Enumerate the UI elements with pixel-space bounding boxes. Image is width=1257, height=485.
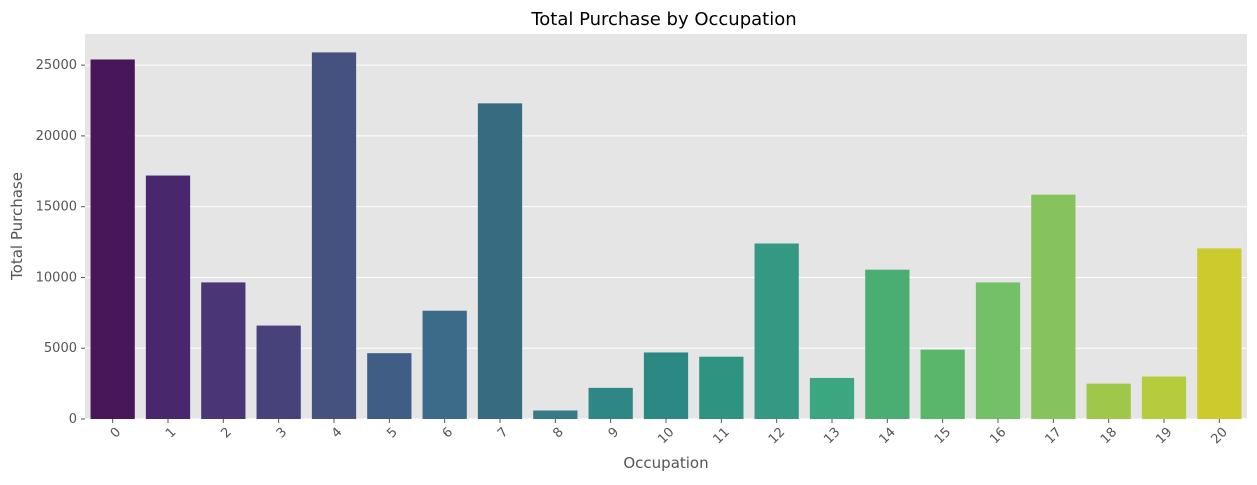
y-tick-label: 0 xyxy=(69,412,77,427)
bar-occupation-15 xyxy=(920,349,965,419)
x-tick-label: 16 xyxy=(987,425,1009,447)
bar-occupation-12 xyxy=(754,243,799,419)
x-axis: 0 1 2 3 4 5 6 7 8 9 10 11 12 13 14 15 16 17 18 19 20 xyxy=(108,419,1231,447)
bar-occupation-7 xyxy=(477,103,523,419)
y-axis: 0 5000 10000 15000 20000 25000 xyxy=(36,58,85,427)
x-tick-label: 13 xyxy=(821,425,843,447)
bar-occupation-1 xyxy=(145,175,191,419)
x-tick-label: 10 xyxy=(655,425,677,447)
x-tick-label: 0 xyxy=(108,425,124,441)
bar-occupation-19 xyxy=(1141,376,1187,419)
x-tick-label: 15 xyxy=(932,425,954,447)
bar-occupation-20 xyxy=(1197,248,1242,419)
y-tick-label: 25000 xyxy=(36,58,77,73)
y-tick-label: 15000 xyxy=(36,200,77,215)
x-axis-label: Occupation xyxy=(623,454,708,472)
bar-occupation-13 xyxy=(809,377,855,419)
bar-occupation-10 xyxy=(643,352,689,419)
x-tick-label: 7 xyxy=(495,425,511,441)
bars xyxy=(90,52,1242,420)
x-tick-label: 4 xyxy=(329,425,345,441)
bar-occupation-8 xyxy=(533,410,578,419)
x-tick-label: 9 xyxy=(606,425,622,441)
y-tick-label: 20000 xyxy=(36,129,77,144)
bar-occupation-18 xyxy=(1086,383,1131,419)
bar-occupation-9 xyxy=(588,387,633,419)
y-tick-label: 5000 xyxy=(44,341,77,356)
bar-occupation-16 xyxy=(975,282,1021,419)
x-tick-label: 19 xyxy=(1153,425,1175,447)
bar-occupation-14 xyxy=(865,269,910,419)
bar-occupation-4 xyxy=(311,52,357,420)
x-tick-label: 6 xyxy=(440,425,456,441)
x-tick-label: 3 xyxy=(274,425,290,441)
bar-occupation-2 xyxy=(201,282,246,419)
x-tick-label: 14 xyxy=(877,425,899,447)
x-tick-label: 11 xyxy=(711,425,733,447)
y-axis-label: Total Purchase xyxy=(8,172,26,281)
x-tick-label: 8 xyxy=(550,425,566,441)
chart-title: Total Purchase by Occupation xyxy=(530,9,796,30)
x-tick-label: 5 xyxy=(384,425,400,441)
bar-occupation-0 xyxy=(90,59,135,420)
bar-occupation-11 xyxy=(699,356,744,419)
x-tick-label: 17 xyxy=(1043,425,1065,447)
x-tick-label: 12 xyxy=(766,425,788,447)
x-tick-label: 1 xyxy=(163,425,179,441)
bar-occupation-5 xyxy=(367,353,412,419)
bar-occupation-6 xyxy=(422,310,467,419)
x-tick-label: 2 xyxy=(218,425,234,441)
x-tick-label: 20 xyxy=(1209,425,1231,447)
bar-occupation-17 xyxy=(1031,194,1076,419)
y-tick-label: 10000 xyxy=(36,270,77,285)
x-tick-label: 18 xyxy=(1098,425,1120,447)
bar-occupation-3 xyxy=(256,325,301,419)
